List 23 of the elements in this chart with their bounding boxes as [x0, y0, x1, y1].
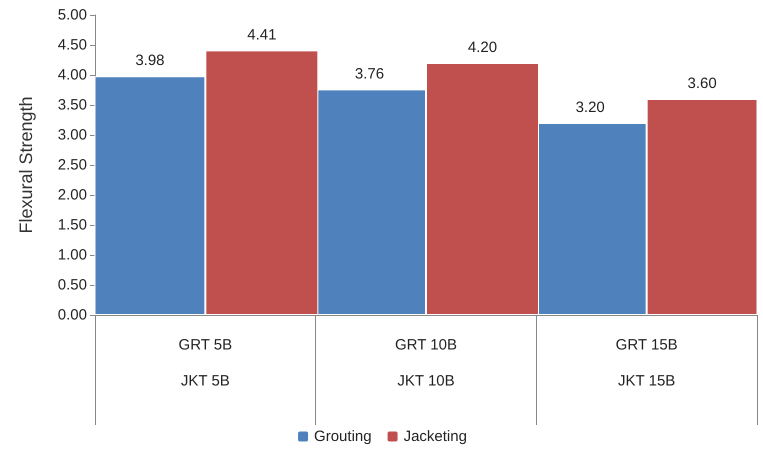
data-label: 3.60 — [687, 75, 717, 92]
y-axis-title: Flexural Strength — [16, 96, 36, 234]
legend-label: Grouting — [314, 428, 372, 445]
y-tick-label: 1.00 — [58, 246, 87, 264]
category-label: GRT 15B JKT 15B — [616, 336, 678, 390]
data-label: 3.76 — [354, 65, 384, 82]
data-label: 4.20 — [468, 39, 498, 56]
data-label: 4.41 — [247, 26, 276, 44]
y-tick-label: 3.00 — [58, 126, 87, 144]
category-label: GRT 5B JKT 5B — [178, 336, 232, 390]
y-tick-label: 5.00 — [58, 6, 87, 24]
y-tick-label: 3.50 — [58, 96, 87, 114]
legend-label: Jacketing — [404, 428, 467, 445]
y-tick-label: 4.00 — [58, 66, 87, 84]
category-label: GRT 10B JKT 10B — [395, 336, 457, 390]
y-tick-label: 2.00 — [58, 186, 87, 204]
y-tick-label: 4.50 — [58, 36, 87, 54]
data-label: 3.20 — [576, 99, 605, 116]
data-label: 3.98 — [135, 52, 165, 70]
y-tick-label: 1.50 — [58, 216, 87, 234]
y-tick-label: 0.50 — [58, 276, 87, 294]
y-tick-label: 2.50 — [58, 156, 87, 174]
y-tick-label: 0.00 — [58, 306, 87, 324]
